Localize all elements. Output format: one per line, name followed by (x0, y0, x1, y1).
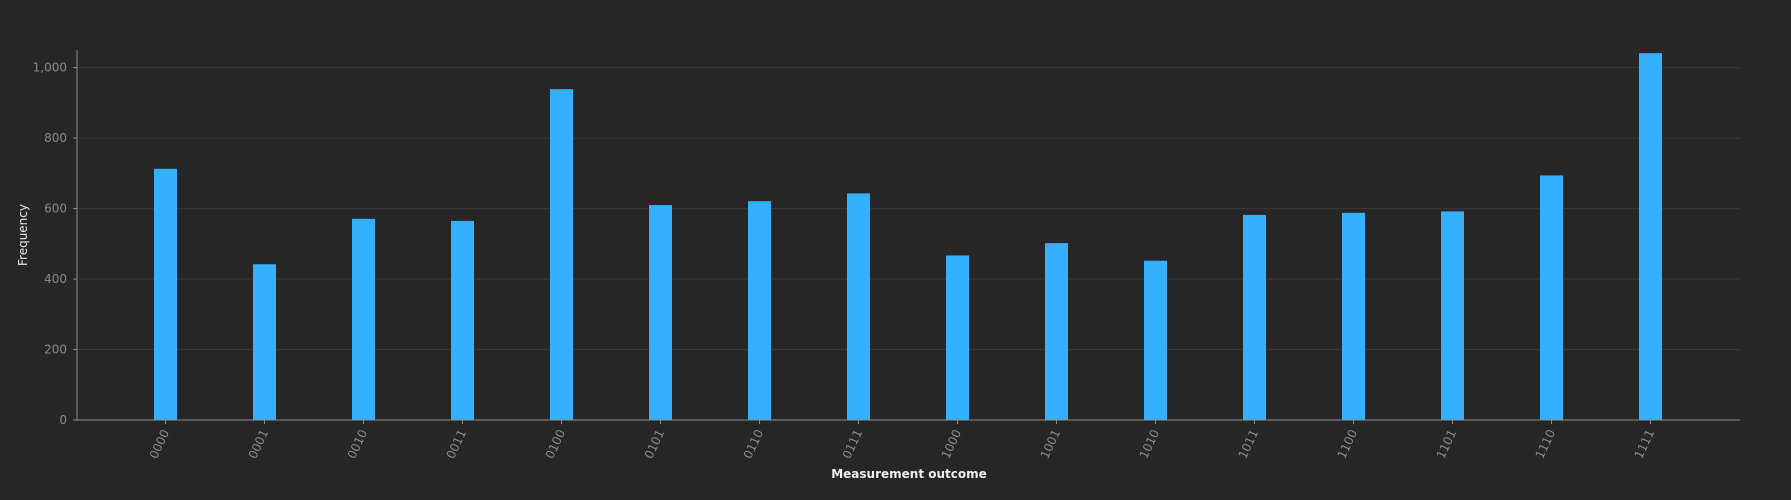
bar-1111[interactable] (1639, 53, 1662, 421)
bar-0101[interactable] (649, 205, 672, 420)
x-tick-label: 0111 (840, 427, 866, 461)
x-tick-label: 1101 (1434, 427, 1460, 461)
x-tick-label: 1010 (1137, 427, 1163, 461)
x-tick-label: 0011 (444, 427, 470, 461)
bar-0111[interactable] (847, 193, 870, 420)
bar-0011[interactable] (451, 220, 474, 420)
x-tick-label: 0000 (147, 427, 173, 461)
axes (76, 50, 1740, 421)
bar-0010[interactable] (352, 218, 375, 420)
y-tick-label: 0 (59, 413, 67, 427)
x-axis-title: Measurement outcome (831, 467, 987, 481)
x-tick-label: 1100 (1335, 427, 1361, 461)
y-tick-label: 800 (44, 131, 67, 145)
y-tick-label: 1,000 (33, 61, 67, 75)
y-tick-label: 600 (44, 202, 67, 216)
x-tick-label: 1001 (1038, 427, 1064, 461)
y-axis-title: Frequency (16, 204, 30, 266)
y-tick-label: 400 (44, 272, 67, 286)
bar-0001[interactable] (253, 264, 276, 420)
gridlines (77, 67, 1740, 351)
x-tick-label: 1000 (939, 427, 965, 461)
y-tick-labels: 0 200 400 600 800 1,000 (33, 61, 77, 427)
x-tick-label: 1110 (1533, 427, 1559, 461)
x-tick-label: 1111 (1632, 427, 1658, 461)
y-tick-label: 200 (44, 343, 67, 357)
bar-1001[interactable] (1045, 243, 1068, 420)
bar-0000[interactable] (154, 168, 177, 420)
x-tick-label: 0010 (345, 427, 371, 461)
bars (154, 53, 1662, 421)
x-tick-labels: 0000 0001 0010 0011 0100 0101 0110 0111 1000 1001… (147, 420, 1658, 461)
bar-1100[interactable] (1342, 212, 1365, 420)
x-tick-label: 0001 (246, 427, 272, 461)
x-tick-label: 0100 (543, 427, 569, 461)
x-tick-label: 0101 (642, 427, 668, 461)
bar-1010[interactable] (1144, 260, 1167, 420)
x-tick-label: 1011 (1236, 427, 1262, 461)
x-tick-label: 0110 (741, 427, 767, 461)
bar-1011[interactable] (1243, 214, 1266, 420)
bar-1000[interactable] (946, 255, 969, 420)
bar-1101[interactable] (1441, 211, 1464, 420)
bar-0110[interactable] (748, 201, 771, 420)
bar-0100[interactable] (550, 89, 573, 420)
bar-1110[interactable] (1540, 175, 1563, 420)
